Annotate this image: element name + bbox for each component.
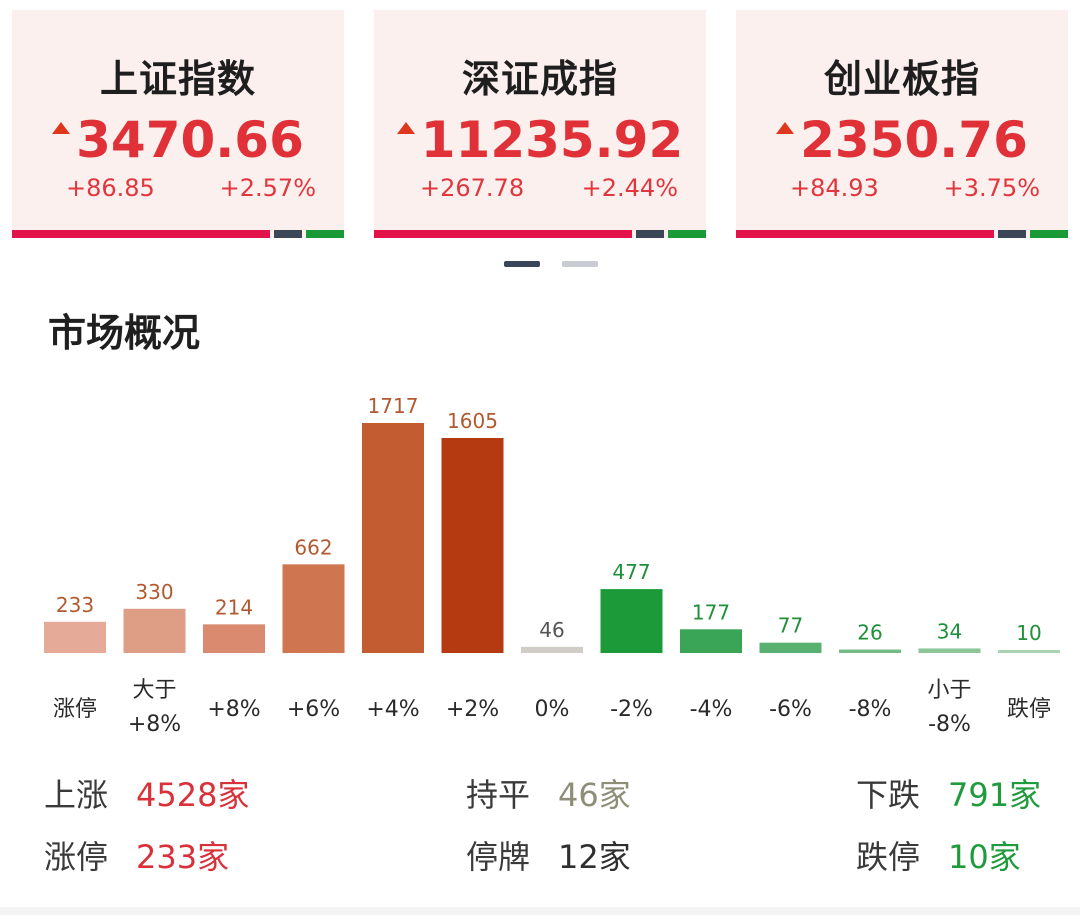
stat-halt: 停牌 12家: [466, 832, 631, 882]
trend-bar: [374, 230, 706, 238]
index-cards: 上证指数 3470.66 +86.85 +2.57% 深证成指 11235.92…: [12, 10, 1068, 240]
stat-value: 4528家: [136, 776, 250, 814]
index-card-chinext[interactable]: 创业板指 2350.76 +84.93 +3.75%: [736, 10, 1068, 238]
bar-value-label: 1605: [447, 409, 498, 433]
section-title: 市场概况: [48, 311, 201, 355]
index-card-shenzhen[interactable]: 深证成指 11235.92 +267.78 +2.44%: [374, 10, 706, 238]
bar-value-label: 46: [539, 618, 564, 642]
stat-label: 持平: [466, 776, 531, 814]
stat-label: 下跌: [856, 776, 921, 814]
trend-bar: [12, 230, 344, 238]
stat-limit-up: 涨停 233家: [44, 832, 229, 882]
x-axis-label: +6%: [286, 697, 341, 722]
bar-value-label: 77: [778, 614, 803, 638]
market-stats: 上涨 4528家 持平 46家 下跌 791家 涨停 233家 停牌 12家 跌…: [0, 770, 1080, 890]
price-row: 11235.92: [374, 110, 706, 170]
bar-12: [998, 650, 1060, 653]
bar-6: [521, 646, 583, 653]
bar-8: [680, 629, 742, 653]
bar-value-label: 26: [857, 621, 882, 645]
index-price: 11235.92: [420, 111, 684, 169]
stat-limit-down: 跌停 10家: [856, 832, 1021, 882]
distribution-bars: 233 330 214 662 1717 1605 46 477 177 77 26 34 10: [44, 394, 1060, 653]
index-card-shanghai[interactable]: 上证指数 3470.66 +86.85 +2.57%: [12, 10, 344, 238]
index-pct: +2.57%: [219, 174, 316, 202]
bar-value-label: 34: [937, 619, 962, 643]
x-axis-label: -6%: [769, 697, 812, 722]
x-axis-label: -2%: [610, 697, 653, 722]
stat-value: 233家: [136, 838, 230, 876]
up-arrow-icon: [776, 122, 795, 134]
x-axis-label: +2%: [445, 697, 500, 722]
index-price: 2350.76: [800, 111, 1028, 169]
bar-4: [362, 423, 424, 653]
x-axis-label: 小于 -8%: [927, 678, 972, 737]
bar-value-label: 477: [612, 560, 650, 584]
stat-flat: 持平 46家: [466, 770, 631, 820]
x-axis-label: -4%: [689, 697, 733, 722]
index-price: 3470.66: [76, 111, 304, 169]
index-change: +267.78: [420, 174, 525, 202]
x-axis-label: -8%: [848, 697, 892, 722]
bar-7: [600, 589, 663, 653]
bar-value-label: 233: [56, 593, 94, 617]
stat-value: 791家: [948, 776, 1042, 814]
trend-bar: [736, 230, 1068, 238]
price-row: 3470.66: [12, 110, 344, 170]
stat-label: 停牌: [466, 838, 531, 876]
index-name: 创业板指: [823, 57, 980, 101]
bar-value-label: 330: [135, 580, 173, 604]
up-arrow-icon: [52, 122, 71, 134]
stat-label: 上涨: [44, 776, 109, 814]
bar-value-label: 214: [215, 595, 253, 619]
carousel-indicator[interactable]: [504, 261, 604, 267]
bar-3: [282, 564, 345, 653]
x-axis-label: +8%: [207, 697, 261, 722]
price-row: 2350.76: [736, 110, 1068, 170]
x-axis-label: +4%: [366, 697, 420, 722]
stat-label: 涨停: [44, 838, 109, 876]
stat-value: 12家: [558, 838, 631, 876]
market-distribution-chart: 233 330 214 662 1717 1605 46 477 177 77 26 34 10 涨停 大…: [0, 370, 1080, 750]
bar-value-label: 662: [294, 535, 332, 559]
index-pct: +3.75%: [943, 174, 1040, 202]
bar-5: [441, 438, 504, 653]
stat-up: 上涨 4528家: [44, 770, 249, 820]
bottom-divider: [0, 907, 1080, 915]
stat-value: 10家: [948, 838, 1021, 876]
bar-value-label: 177: [692, 600, 730, 624]
carousel-dot-active[interactable]: [504, 261, 540, 267]
index-name: 上证指数: [99, 57, 256, 101]
index-change: +84.93: [790, 174, 879, 202]
bar-11: [918, 648, 981, 653]
stat-label: 跌停: [856, 838, 921, 876]
x-axis-label: 涨停: [52, 697, 97, 722]
stat-value: 46家: [558, 776, 631, 814]
index-pct: +2.44%: [581, 174, 678, 202]
bar-value-label: 10: [1016, 621, 1041, 645]
bar-10: [839, 649, 901, 653]
x-axis-label: 跌停: [1006, 697, 1051, 722]
bar-value-label: 1717: [368, 394, 419, 418]
x-axis-label: 大于 +8%: [127, 678, 182, 737]
carousel-dot[interactable]: [562, 261, 598, 267]
bar-0: [44, 621, 106, 653]
index-change: +86.85: [66, 174, 155, 202]
up-arrow-icon: [396, 122, 415, 134]
bar-9: [759, 642, 822, 653]
bar-2: [203, 624, 265, 653]
index-name: 深证成指: [461, 57, 618, 101]
x-axis-label: 0%: [534, 697, 570, 722]
bar-1: [123, 608, 186, 653]
stat-down: 下跌 791家: [856, 770, 1041, 820]
